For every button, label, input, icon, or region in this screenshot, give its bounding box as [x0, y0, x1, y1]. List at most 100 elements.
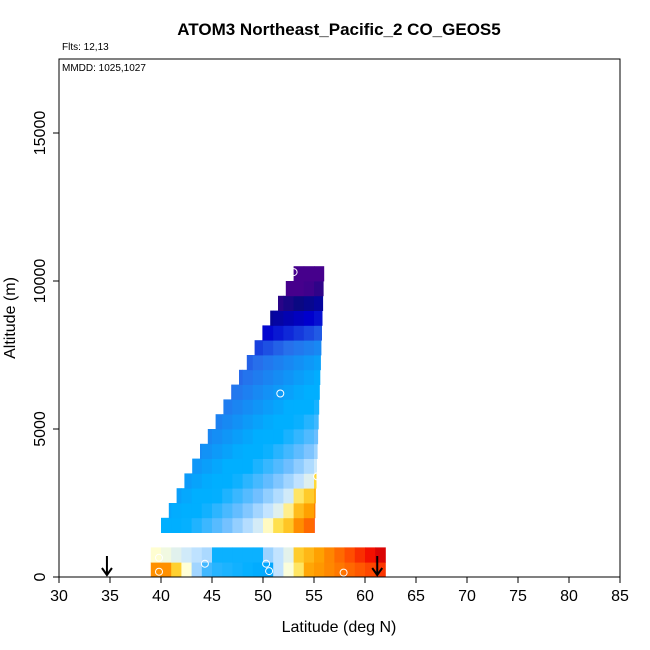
heatmap-cell: [303, 503, 315, 519]
y-axis: 0 5000 10000 15000: [32, 111, 59, 581]
heatmap-cell: [293, 414, 305, 430]
heatmap-cell: [222, 517, 233, 533]
heatmap-cell: [201, 473, 213, 489]
heatmap-cell: [222, 488, 233, 504]
heatmap-cell: [303, 473, 315, 489]
heatmap-cell: [303, 458, 315, 474]
heatmap-cell: [334, 562, 345, 578]
x-tick-label: 35: [101, 588, 119, 605]
heatmap-cell: [242, 562, 254, 578]
x-tick-label: 40: [152, 588, 170, 605]
heatmap-cell: [273, 355, 284, 371]
y-axis-label: Altitude (m): [2, 277, 19, 359]
heatmap-cell: [263, 340, 274, 356]
heatmap-cell: [283, 562, 294, 578]
heatmap-cell: [176, 488, 182, 504]
heatmap-cell: [263, 325, 274, 341]
heatmap-cell: [212, 503, 223, 519]
heatmap-cell: [263, 517, 274, 533]
sample-point: [155, 534, 163, 543]
heatmap-cell: [232, 384, 243, 400]
heatmap-cell: [181, 562, 192, 578]
heatmap-cell: [314, 473, 317, 489]
heatmap-cell: [263, 443, 274, 459]
heatmap-cell: [273, 547, 284, 563]
heatmap-cell: [171, 562, 182, 578]
heatmap-cell: [263, 369, 274, 385]
heatmap-cell: [252, 562, 264, 578]
x-axis: 30 35 40 45 50 55 60 65 70 75 80 85: [50, 577, 629, 605]
heatmap-cell: [222, 458, 233, 474]
heatmap-cell: [303, 517, 315, 533]
heatmap-cell: [303, 429, 315, 445]
heatmap-cell: [252, 429, 264, 445]
chart-title: ATOM3 Northeast_Pacific_2 CO_GEOS5: [177, 20, 500, 39]
heatmap-cell: [293, 488, 305, 504]
heatmap-cell: [191, 562, 203, 578]
heatmap-cell: [375, 547, 386, 563]
heatmap-cell: [303, 266, 315, 282]
arrow-head: [101, 567, 113, 577]
heatmap-cell: [314, 310, 323, 326]
y-tick-label: 10000: [32, 259, 49, 304]
heatmap-cell: [215, 414, 223, 430]
heatmap-cell: [283, 340, 294, 356]
sample-point: [155, 567, 163, 576]
heatmap-cell: [222, 414, 233, 430]
heatmap-cell: [222, 429, 233, 445]
sample-point: [155, 553, 163, 562]
sample-point: [558, 447, 567, 456]
sample-point: [276, 389, 285, 398]
heatmap-cell: [273, 310, 284, 326]
heatmap-cell: [246, 355, 254, 371]
heatmap-cell: [242, 399, 254, 415]
sample-point: [463, 476, 471, 485]
heatmap-cell: [242, 384, 254, 400]
heatmap-cell: [232, 443, 243, 459]
heatmap-cell: [263, 547, 274, 563]
heatmap-cell: [239, 369, 243, 385]
heatmap-cell: [293, 340, 305, 356]
heatmap-cell: [283, 369, 294, 385]
heatmap-cell: [222, 562, 233, 578]
heatmap-cell: [293, 369, 305, 385]
heatmap-cell: [354, 562, 366, 578]
heatmap-cell: [242, 458, 254, 474]
heatmap-cell: [222, 503, 233, 519]
heatmap-cell: [232, 503, 243, 519]
heatmap-cell: [293, 355, 305, 371]
heatmap-cell: [161, 562, 172, 578]
heatmap-cell: [212, 443, 223, 459]
heatmap-cell: [314, 458, 317, 474]
heatmap-cell: [314, 266, 325, 282]
heatmap-cell: [283, 429, 294, 445]
heatmap-cell: [344, 547, 356, 563]
heatmap-cell: [273, 325, 284, 341]
sample-point: [339, 568, 348, 577]
heatmap-cell: [191, 517, 203, 533]
sample-point: [289, 268, 298, 277]
heatmap-cell: [232, 488, 243, 504]
heatmap-cell: [314, 488, 316, 504]
heatmap-cell: [242, 517, 254, 533]
x-tick-label: 30: [50, 588, 68, 605]
heatmap-cell: [314, 369, 321, 385]
heatmap-cell: [161, 517, 172, 533]
heatmap-cell: [212, 517, 223, 533]
heatmap-cell: [222, 473, 233, 489]
heatmap-cell: [273, 488, 284, 504]
heatmap-cell: [285, 281, 294, 297]
heatmap-cell: [191, 547, 203, 563]
heatmap-cell: [334, 547, 345, 563]
heatmap-cell: [263, 429, 274, 445]
heatmap-cell: [283, 458, 294, 474]
heatmap-cell: [314, 340, 322, 356]
heatmap-cell: [252, 355, 264, 371]
heatmap-cell: [324, 562, 335, 578]
heatmap-cell: [273, 517, 284, 533]
heatmap-cell: [181, 503, 192, 519]
heatmap-cell: [314, 399, 320, 415]
heatmap-cell: [232, 517, 243, 533]
x-tick-label: 65: [407, 588, 425, 605]
